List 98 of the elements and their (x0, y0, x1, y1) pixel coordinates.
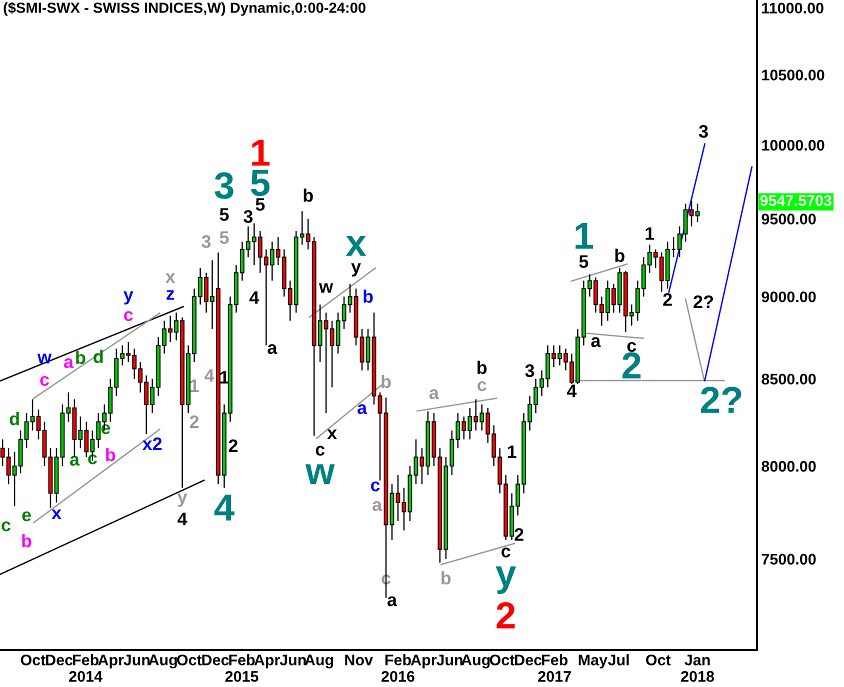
annotation: a (64, 358, 74, 368)
annotation: a (387, 596, 398, 606)
annotation: x (52, 509, 62, 520)
annotation: a (591, 337, 601, 348)
y-tick-label: 8500.00 (762, 374, 816, 385)
x-tick-label: Apr (254, 654, 280, 668)
annotation: y (177, 494, 188, 507)
annotation: b (615, 248, 624, 262)
x-tick-label: Jun (124, 654, 150, 666)
x-tick-label: Jan 2018 (681, 654, 714, 682)
text: 9547.5703 (760, 195, 832, 206)
x-tick-label: Aug (148, 654, 177, 668)
annotation: 5 (220, 208, 229, 221)
annotation: 5 (250, 170, 270, 196)
annotation: 5 (256, 198, 265, 211)
annotation: 5 (579, 255, 588, 268)
x-tick-label: Aug (304, 654, 334, 668)
x-tick-label: Oct (490, 654, 515, 666)
annotation: 4 (204, 369, 214, 382)
annotation: b (76, 350, 86, 364)
y-tick-label: 7500.00 (762, 554, 816, 565)
annotation: b (364, 290, 373, 303)
annotation: c (478, 381, 486, 392)
annotation: 3 (202, 235, 211, 248)
annotation: 1 (576, 222, 594, 249)
annotation: b (304, 188, 313, 202)
annotation: x (165, 273, 176, 283)
annotation: c (88, 454, 97, 464)
annotation: a (429, 389, 440, 400)
annotation: 2 (496, 602, 515, 628)
annotation: 1 (646, 227, 654, 240)
annotation: c (2, 521, 10, 532)
annotation: z (166, 290, 174, 300)
annotation: 1 (508, 446, 516, 458)
annotation: 2 (514, 528, 524, 541)
x-tick-label: Jul (608, 654, 629, 666)
annotation: d (10, 412, 19, 426)
x-tick-label: Oct (177, 654, 202, 666)
annotation: 4 (566, 384, 577, 398)
x-tick-label: Oct (646, 654, 671, 666)
annotation: c (40, 376, 49, 386)
annotation: 2? (694, 295, 714, 308)
y-tick-label: 10000.00 (762, 140, 824, 151)
annotation: w (319, 283, 334, 293)
annotation: c (501, 548, 510, 558)
annotation: c (627, 342, 636, 352)
annotation: c (370, 481, 380, 492)
annotation: 4 (214, 494, 234, 521)
y-tick-label: 9000.00 (762, 291, 816, 302)
chart-title: ($SMI-SWX - SWISS INDICES,W) Dynamic,0:00-24:00 (4, 2, 366, 16)
annotation: 2 (228, 439, 238, 452)
annotation: y (351, 263, 361, 276)
annotation: 2 (622, 352, 641, 378)
annotation: 1 (190, 380, 199, 392)
annotation: y (124, 291, 134, 305)
annotation: x2 (142, 437, 162, 450)
x-tick-label: Oct (20, 654, 46, 666)
annotation: w (305, 464, 335, 484)
annotation: y (496, 566, 516, 594)
annotation: 1 (252, 140, 270, 166)
annotation: b (106, 448, 116, 462)
annotation: b (442, 571, 451, 584)
annotation: c (316, 446, 325, 456)
annotation: d (94, 350, 103, 363)
annotation: a (358, 404, 368, 414)
annotation: 5 (220, 231, 229, 244)
annotation: b (382, 374, 391, 388)
y-tick-label: 10500.00 (762, 70, 824, 80)
annotation: b (22, 534, 32, 548)
annotation: 3 (214, 172, 234, 199)
annotation: 2? (700, 386, 742, 413)
annotation: 3 (698, 124, 708, 138)
x-tick-label: Apr (98, 654, 124, 668)
x-tick-label: Nov (345, 654, 373, 666)
annotation: w (37, 354, 52, 364)
annotation: x (346, 236, 366, 256)
annotation: x (327, 430, 337, 440)
y-tick-label: 11000.00 (762, 2, 824, 14)
annotation: b (478, 360, 487, 374)
annotation: 2 (190, 415, 199, 428)
annotation: 2 (663, 293, 672, 306)
annotation: a (268, 344, 278, 354)
y-tick-label: 8000.00 (762, 460, 816, 472)
x-tick-label: May (578, 654, 608, 668)
x-tick-label: Aug (461, 654, 490, 668)
x-tick-label: Jun (436, 654, 462, 666)
annotation: e (22, 511, 31, 522)
annotation: 4 (249, 291, 260, 304)
annotation: a (70, 456, 80, 466)
x-tick-label: Jun (280, 654, 306, 666)
y-tick-label: 9500.00 (762, 214, 816, 224)
x-tick-label: Dec (202, 654, 229, 666)
annotation: a (372, 501, 382, 512)
annotation: 3 (525, 364, 534, 378)
annotation: 3 (244, 210, 253, 223)
x-tick-label: Dec (46, 654, 73, 666)
annotation: 4 (178, 512, 188, 526)
annotation: c (124, 311, 133, 322)
